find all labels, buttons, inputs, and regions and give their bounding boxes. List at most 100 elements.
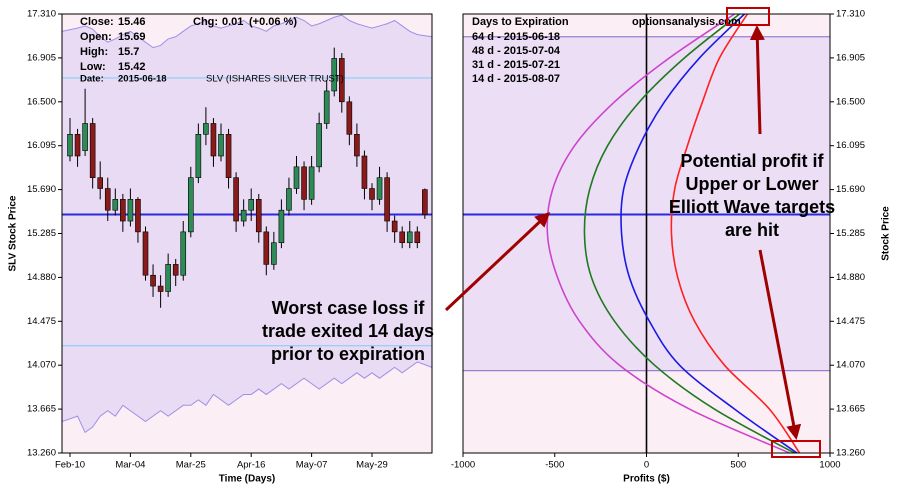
candle-body — [323, 90, 330, 124]
candle-body — [135, 199, 141, 233]
profit-curve — [546, 13, 790, 454]
y-tick-label: 14.880 — [27, 272, 56, 283]
candle-body — [74, 134, 81, 157]
candle-body — [248, 199, 254, 211]
candle-body — [255, 199, 262, 233]
candle-body — [316, 123, 322, 168]
candle-body — [301, 166, 307, 200]
highlight-box — [771, 440, 821, 458]
info-label: High: — [80, 46, 108, 58]
candle-body — [165, 264, 171, 292]
candle-body — [354, 134, 360, 157]
y-tick-label: 16.095 — [27, 140, 56, 151]
candle-body — [384, 177, 390, 222]
candle-body — [142, 231, 149, 276]
candle-body — [97, 177, 103, 189]
candle-body — [172, 264, 179, 276]
candle-body — [331, 58, 338, 92]
candle-body — [369, 188, 375, 200]
annotation: Worst case loss if — [272, 298, 426, 318]
y-tick-label: 14.070 — [836, 360, 865, 371]
x-tick-label: 1000 — [819, 460, 840, 471]
annotation: trade exited 14 days — [262, 321, 434, 341]
candle-body — [218, 134, 224, 157]
legend-entry: 48 d - 2015-07-04 — [472, 45, 561, 57]
y-tick-label: 15.690 — [27, 184, 56, 195]
candle-body — [278, 209, 285, 244]
legend-entry: 31 d - 2015-07-21 — [472, 59, 560, 71]
info-value: 15.42 — [118, 61, 146, 73]
y-tick-label: 15.285 — [27, 228, 56, 239]
candle-body — [391, 220, 398, 233]
candle-body — [157, 285, 164, 292]
info-label: Open: — [80, 31, 112, 43]
x-tick-label: -500 — [545, 460, 564, 471]
candle-body — [308, 166, 315, 200]
legend-title: Days to Expiration — [472, 16, 569, 28]
arrow — [749, 25, 765, 135]
candle-body — [361, 155, 368, 189]
y-tick-label: 17.310 — [836, 9, 865, 20]
candle-body — [112, 199, 119, 211]
band-line — [61, 361, 433, 434]
info-value: 0.01 — [222, 16, 243, 28]
info-value: 2015-06-18 — [118, 74, 167, 85]
candle-body — [67, 134, 73, 157]
candle-body — [286, 188, 292, 211]
candle-body — [271, 242, 277, 265]
legend-entry: 14 d - 2015-08-07 — [472, 73, 560, 85]
x-axis-title: Profits ($) — [623, 474, 670, 485]
highlight-box — [726, 7, 770, 26]
candle-body — [414, 231, 421, 244]
candle-body — [225, 134, 232, 178]
candle-body — [263, 231, 270, 265]
y-tick-label: 16.905 — [27, 52, 56, 63]
candle-body — [210, 123, 217, 157]
y-tick-label: 14.880 — [836, 272, 865, 283]
annotation: prior to expiration — [271, 344, 425, 364]
x-tick-label: Mar-25 — [176, 460, 206, 471]
y-tick-label: 16.905 — [836, 52, 865, 63]
y-tick-label: 13.260 — [836, 448, 865, 459]
y-tick-label: 14.070 — [27, 360, 56, 371]
y-tick-label: 16.500 — [27, 96, 56, 107]
x-tick-label: May-07 — [296, 460, 328, 471]
candle-body — [120, 199, 126, 222]
candle-body — [203, 123, 209, 135]
profit-curve — [583, 13, 795, 454]
info-value: (+0.06 %) — [249, 16, 297, 28]
candle-body — [338, 58, 345, 103]
candle-body — [150, 274, 156, 287]
candle-body — [104, 188, 111, 211]
y-tick-label: 13.665 — [27, 404, 56, 415]
candle-body — [422, 189, 428, 215]
y-axis-title: Stock Price — [881, 206, 892, 261]
info-symbol: SLV (ISHARES SILVER TRUST) — [206, 74, 344, 85]
arrow — [444, 211, 551, 312]
candle-body — [89, 123, 96, 178]
y-tick-label: 16.095 — [836, 140, 865, 151]
x-axis-title: Time (Days) — [219, 474, 276, 485]
x-tick-label: Feb-10 — [55, 460, 85, 471]
y-tick-label: 14.475 — [836, 316, 865, 327]
candle-body — [240, 209, 247, 222]
candle-body — [233, 177, 239, 222]
info-value: 15.7 — [118, 46, 139, 58]
y-tick-label: 15.285 — [836, 228, 865, 239]
candle-body — [376, 177, 383, 200]
y-tick-label: 13.260 — [27, 448, 56, 459]
x-tick-label: May-29 — [356, 460, 388, 471]
y-axis-title: SLV Stock Price — [8, 195, 19, 271]
candle-body — [195, 134, 202, 178]
x-tick-label: 0 — [644, 460, 649, 471]
y-tick-label: 14.475 — [27, 316, 56, 327]
annotation: Upper or Lower — [685, 174, 818, 194]
band-area — [62, 15, 432, 433]
x-tick-label: Mar-04 — [115, 460, 145, 471]
candle-body — [180, 231, 187, 276]
candle-body — [82, 123, 88, 151]
info-label: Low: — [80, 61, 106, 73]
profit-curve — [620, 13, 798, 454]
